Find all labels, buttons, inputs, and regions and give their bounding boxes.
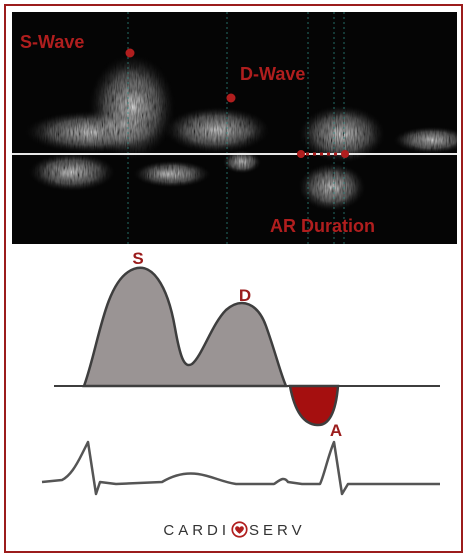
systolic-diastolic-wave (82, 266, 288, 388)
s-label: S (132, 249, 143, 268)
d-label: D (239, 286, 251, 305)
d-wave-marker (226, 93, 236, 103)
brand-text-right: SERV (249, 522, 306, 539)
doppler-image (12, 12, 457, 244)
brand-text-left: CARDI (163, 522, 231, 539)
s-wave-label: S-Wave (20, 32, 85, 52)
d-wave-label: D-Wave (240, 64, 306, 84)
s-wave-marker (125, 48, 135, 58)
a-label: A (330, 421, 342, 440)
brand-logo: CARDI SERV (0, 521, 469, 542)
heart-icon (231, 521, 248, 542)
ar-start-marker (297, 150, 305, 158)
a-wave (288, 384, 340, 427)
doppler-spectrum (12, 12, 457, 244)
ecg-trace (41, 440, 440, 496)
flow-diagram: S D A (12, 244, 457, 514)
ar-end-marker (341, 150, 349, 158)
ar-duration-label: AR Duration (270, 216, 375, 236)
